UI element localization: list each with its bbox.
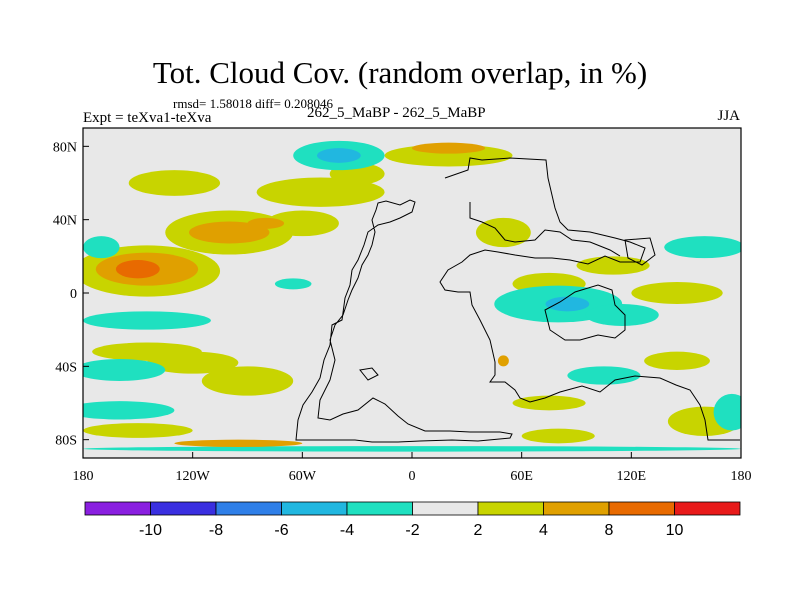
colorbar-label: -4 <box>340 522 354 539</box>
colorbar-swatch <box>215 501 282 516</box>
colorbar-label: -10 <box>139 522 162 539</box>
contour-region <box>174 439 303 448</box>
contour-region <box>497 355 509 367</box>
colorbar-swatch <box>608 501 675 516</box>
coastline-island-2 <box>624 237 656 266</box>
chart-title: Tot. Cloud Cov. (random overlap, in %) <box>152 55 648 90</box>
x-tick-label: 0 <box>409 469 416 484</box>
contour-region <box>545 296 590 312</box>
x-tick-label: 120W <box>176 469 211 484</box>
colorbar-label: -2 <box>405 522 419 539</box>
contour-region <box>274 278 312 290</box>
x-tick-label: 120E <box>617 469 647 484</box>
y-tick-label: 40S <box>55 360 77 375</box>
colorbar-swatch <box>543 501 610 516</box>
coastline-americas <box>295 199 513 443</box>
colorbar-swatch <box>674 501 741 516</box>
x-tick-label: 180 <box>73 469 94 484</box>
contour-region <box>128 265 137 273</box>
colorbar-swatch <box>477 501 544 516</box>
colorbar-swatch <box>150 501 217 516</box>
coastline-australia <box>544 284 626 341</box>
y-tick-label: 80N <box>53 140 77 155</box>
season-label: JJA <box>717 108 740 124</box>
x-tick-label: 60E <box>510 469 533 484</box>
contour-region <box>664 236 741 259</box>
contour-region <box>512 395 586 411</box>
contour-region <box>475 217 531 248</box>
coastline-layer <box>295 157 740 443</box>
contour-region <box>265 210 339 237</box>
contour-region <box>585 304 659 326</box>
contour-region <box>412 142 486 154</box>
contour-region <box>316 148 361 163</box>
contour-region <box>713 393 741 431</box>
colorbar-label: 8 <box>605 522 614 539</box>
colorbar-swatch <box>412 501 479 516</box>
contour-region <box>631 282 723 304</box>
contour-region <box>567 366 641 385</box>
contour-region <box>83 359 166 381</box>
x-tick-label: 60W <box>289 469 317 484</box>
contour-region <box>128 170 221 196</box>
colorbar-swatch <box>281 501 348 516</box>
stats-text: rmsd= 1.58018 diff= 0.208046 <box>173 96 333 111</box>
x-tick-label: 180 <box>731 469 752 484</box>
colorbar-label: 10 <box>666 522 684 539</box>
colorbar-swatch <box>346 501 413 516</box>
y-tick-label: 0 <box>70 287 77 302</box>
contour-region <box>189 221 270 244</box>
case-subtitle: 262_5_MaBP - 262_5_MaBP <box>307 105 486 121</box>
colorbar-swatch <box>84 501 151 516</box>
coastline-asia-interior <box>469 202 621 257</box>
contour-region <box>115 260 160 279</box>
colorbar-label: -8 <box>209 522 223 539</box>
contour-region <box>83 423 193 438</box>
experiment-label: Expt = teXva1-teXva <box>83 110 212 126</box>
contour-layer <box>83 140 741 452</box>
y-tick-label: 80S <box>55 434 77 449</box>
y-tick-label: 40N <box>53 214 77 229</box>
colorbar-label: 4 <box>539 522 548 539</box>
contour-region <box>247 217 285 229</box>
coastline-island <box>359 367 379 381</box>
contour-region <box>521 428 595 444</box>
contour-region <box>83 236 120 259</box>
colorbar-label: 2 <box>474 522 483 539</box>
axis-ticks: 180 120W 60W 0 60E 120E 180 80N 40N 0 40S 80S <box>53 140 752 484</box>
coastline-eurasia-africa <box>439 157 740 441</box>
contour-region <box>644 351 710 371</box>
contour-region <box>83 311 211 330</box>
contour-region <box>201 366 294 396</box>
contour-region <box>83 446 741 452</box>
contour-region <box>256 177 385 207</box>
colorbar-label: -6 <box>274 522 288 539</box>
contour-region <box>146 351 239 374</box>
contour-region <box>83 401 175 420</box>
colorbar: -10 -8 -6 -4 -2 2 4 8 10 <box>84 501 741 539</box>
